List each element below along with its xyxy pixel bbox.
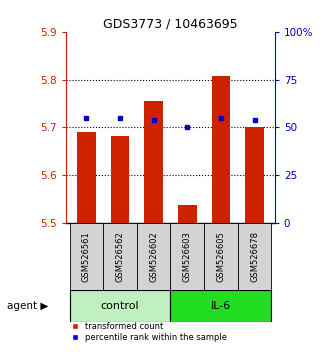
Bar	[70, 290, 170, 322]
Bar	[170, 290, 271, 322]
Bar	[137, 223, 170, 290]
Bar	[238, 223, 271, 290]
Bar	[245, 127, 264, 223]
Bar	[204, 223, 238, 290]
Text: GSM526605: GSM526605	[216, 231, 225, 282]
Legend: transformed count, percentile rank within the sample: transformed count, percentile rank withi…	[66, 322, 227, 342]
Bar	[170, 223, 204, 290]
Bar	[111, 136, 129, 223]
Text: GSM526562: GSM526562	[116, 231, 124, 282]
Text: GSM526603: GSM526603	[183, 231, 192, 282]
Text: GSM526561: GSM526561	[82, 231, 91, 282]
Bar	[70, 223, 103, 290]
Bar	[212, 76, 230, 223]
Bar	[178, 205, 197, 223]
Text: agent ▶: agent ▶	[7, 301, 48, 311]
Text: control: control	[101, 301, 139, 311]
Title: GDS3773 / 10463695: GDS3773 / 10463695	[103, 18, 238, 31]
Bar	[77, 132, 96, 223]
Text: IL-6: IL-6	[211, 301, 231, 311]
Text: GSM526678: GSM526678	[250, 231, 259, 282]
Bar	[144, 101, 163, 223]
Bar	[103, 223, 137, 290]
Text: GSM526602: GSM526602	[149, 231, 158, 282]
